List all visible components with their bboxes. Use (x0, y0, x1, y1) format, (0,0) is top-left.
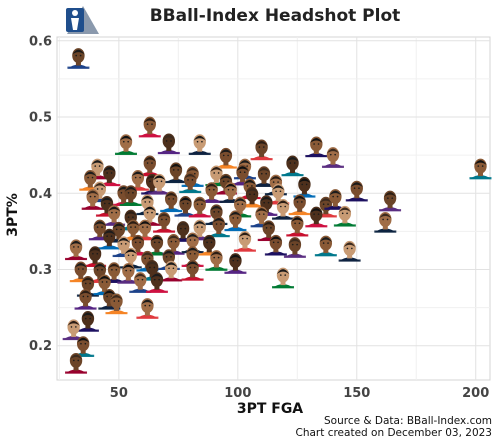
player-headshot-point (138, 116, 161, 138)
player-headshot-point (76, 311, 99, 332)
axis-ticks: 50 100 150 200 0.2 0.3 0.4 0.5 0.6 (29, 34, 489, 401)
player-headshot-point (79, 170, 102, 191)
player-headshot-point (136, 298, 159, 319)
player-headshot-point (65, 352, 88, 374)
player-headshot-point (164, 162, 187, 184)
player-headshot-point (241, 186, 264, 208)
x-tick-label: 150 (343, 386, 370, 401)
player-headshot-point (286, 215, 309, 237)
player-headshot-point (62, 319, 85, 341)
chart-title: BBall-Index Headshot Plot (150, 6, 401, 26)
player-headshot-point (233, 231, 256, 252)
data-points (62, 48, 492, 374)
player-headshot-point (272, 199, 295, 220)
player-headshot-point (74, 288, 97, 310)
player-headshot-point (314, 235, 337, 257)
player-headshot-point (205, 250, 228, 271)
player-headshot-point (98, 228, 121, 250)
credit-source: Source & Data: BBall-Index.com (324, 415, 492, 427)
player-headshot-point (272, 267, 295, 289)
player-headshot-point (179, 172, 202, 194)
player-headshot-point (264, 234, 287, 256)
player-headshot-point (214, 147, 237, 169)
player-headshot-point (114, 134, 137, 155)
player-headshot-point (333, 205, 356, 227)
player-headshot-point (65, 239, 88, 261)
player-headshot-point (321, 147, 344, 168)
player-headshot-point (148, 173, 171, 195)
player-headshot-point (469, 158, 492, 180)
player-headshot-point (119, 185, 142, 206)
x-tick-label: 50 (110, 386, 128, 401)
player-headshot-point (374, 211, 397, 233)
y-axis-label: 3PT% (5, 193, 21, 237)
player-headshot-point (188, 134, 211, 155)
player-headshot-point (224, 253, 247, 274)
player-headshot-point (181, 259, 204, 281)
player-headshot-point (224, 210, 247, 232)
player-headshot-point (112, 236, 135, 258)
credit-date: Chart created on December 03, 2023 (296, 427, 493, 439)
player-headshot-point (157, 133, 180, 155)
player-headshot-point (188, 196, 211, 218)
player-headshot-point (153, 211, 176, 233)
player-headshot-point (281, 155, 304, 177)
player-headshot-point (345, 180, 368, 202)
y-tick-label: 0.3 (29, 263, 52, 278)
player-headshot-point (174, 195, 197, 217)
player-headshot-point (105, 293, 128, 315)
y-tick-label: 0.4 (29, 187, 52, 202)
player-headshot-point (160, 191, 183, 213)
x-tick-label: 100 (224, 386, 251, 401)
player-headshot-point (160, 260, 183, 282)
plot-area (56, 36, 491, 381)
player-headshot-point (219, 182, 242, 203)
player-headshot-point (129, 272, 152, 293)
bball-index-logo-icon (66, 6, 99, 34)
player-headshot-point (145, 272, 168, 293)
x-tick-label: 200 (462, 386, 489, 401)
player-headshot-point (252, 166, 275, 187)
y-tick-label: 0.2 (29, 339, 52, 354)
player-headshot-point (250, 206, 273, 228)
player-headshot-point (283, 237, 306, 258)
y-tick-label: 0.6 (29, 34, 52, 49)
player-headshot-point (117, 263, 140, 284)
player-headshot-point (207, 216, 230, 238)
player-headshot-point (288, 194, 311, 216)
player-headshot-point (81, 189, 104, 210)
player-headshot-point (338, 240, 361, 262)
player-headshot-point (67, 48, 90, 69)
player-headshot-point (200, 182, 223, 203)
x-axis-label: 3PT FGA (237, 401, 303, 417)
player-headshot-point (305, 136, 328, 158)
player-headshot-point (88, 219, 111, 241)
player-headshot-point (379, 190, 402, 212)
y-tick-label: 0.5 (29, 111, 52, 126)
player-headshot-point (305, 206, 328, 228)
player-headshot-point (250, 139, 273, 161)
